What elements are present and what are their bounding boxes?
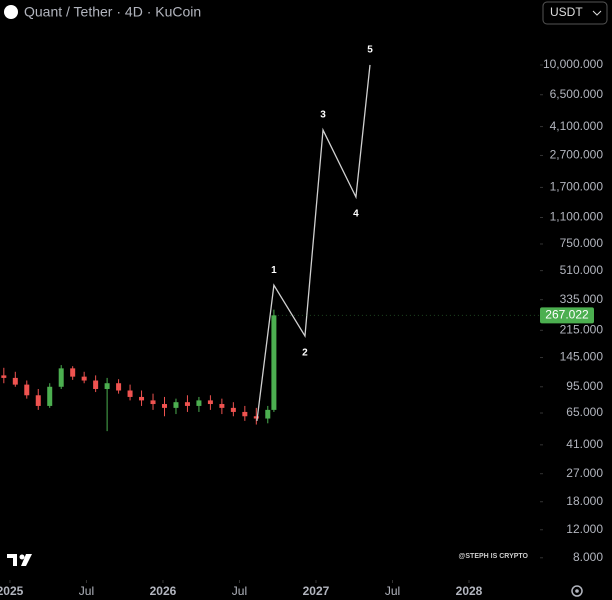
candle-body	[116, 383, 122, 391]
y-tick-label: 41.000	[566, 437, 603, 451]
wave-line	[256, 64, 371, 421]
currency-label[interactable]: USDT	[550, 5, 583, 19]
candle-body	[104, 383, 110, 389]
y-tick-label: 335.000	[560, 292, 604, 306]
last-price-box	[540, 307, 594, 324]
candle-body	[271, 315, 277, 410]
y-tick-label: 2,700.000	[550, 148, 604, 162]
currency-dropdown[interactable]	[542, 1, 608, 25]
candle-body	[161, 404, 167, 408]
y-tick-label: 10,000.000	[543, 57, 603, 71]
candle-body	[219, 404, 225, 408]
y-tick-label: 145.000	[560, 350, 604, 364]
candle-body	[93, 380, 99, 389]
candle-body	[127, 390, 133, 397]
y-tick-label: 12.000	[566, 522, 603, 536]
y-tick-label: 18.000	[566, 494, 603, 508]
candle-body	[184, 402, 190, 406]
x-tick-label: 2025	[0, 584, 24, 598]
last-price-label: 267.022	[545, 308, 589, 322]
candle-body	[173, 402, 179, 408]
candle-body	[196, 400, 202, 406]
y-tick-label: 8.000	[573, 550, 603, 564]
y-tick-label: 1,100.000	[550, 210, 604, 224]
y-tick-label: 215.000	[560, 322, 604, 336]
candle-body	[150, 400, 156, 405]
y-tick-label: 95.000	[566, 379, 603, 393]
candle-body	[35, 395, 41, 406]
candle-body	[207, 400, 213, 405]
y-tick-label: 27.000	[566, 466, 603, 480]
wave-label: 1	[271, 265, 277, 276]
x-tick-label: Jul	[232, 584, 247, 598]
candle-body	[265, 409, 271, 419]
wave-label: 5	[367, 45, 373, 56]
candle-body	[81, 376, 87, 381]
wave-label: 2	[302, 348, 308, 359]
x-tick-label: 2027	[303, 584, 330, 598]
x-tick-label: Jul	[385, 584, 400, 598]
candle-body	[24, 384, 30, 396]
settings-icon[interactable]	[571, 585, 583, 597]
dropdown-arrow[interactable]	[592, 10, 602, 16]
y-tick-label: 1,700.000	[550, 180, 604, 194]
chart-title: Quant / Tether · 4D · KuCoin	[24, 4, 201, 20]
watermark: @STEPH IS CRYPTO	[459, 553, 529, 560]
candle-body	[242, 411, 248, 417]
y-tick-label: 4,100.000	[550, 119, 604, 133]
candle-body	[70, 368, 76, 377]
symbol-logo	[4, 5, 18, 19]
candle-body	[1, 375, 7, 378]
x-tick-label: 2026	[150, 584, 177, 598]
y-tick-label: 510.000	[560, 263, 604, 277]
y-tick-label: 750.000	[560, 236, 604, 250]
candle-body	[253, 416, 259, 419]
candle-body	[47, 386, 53, 406]
y-tick-label: 6,500.000	[550, 87, 604, 101]
x-tick-label: Jul	[79, 584, 94, 598]
candle-body	[139, 396, 145, 401]
tv-logo	[7, 554, 32, 566]
x-tick-label: 2028	[456, 584, 483, 598]
wave-label: 3	[320, 110, 326, 121]
candle-body	[58, 368, 64, 387]
candle-body	[230, 407, 236, 412]
y-tick-label: 65.000	[566, 405, 603, 419]
wave-label: 4	[353, 209, 359, 220]
candle-body	[12, 377, 18, 385]
